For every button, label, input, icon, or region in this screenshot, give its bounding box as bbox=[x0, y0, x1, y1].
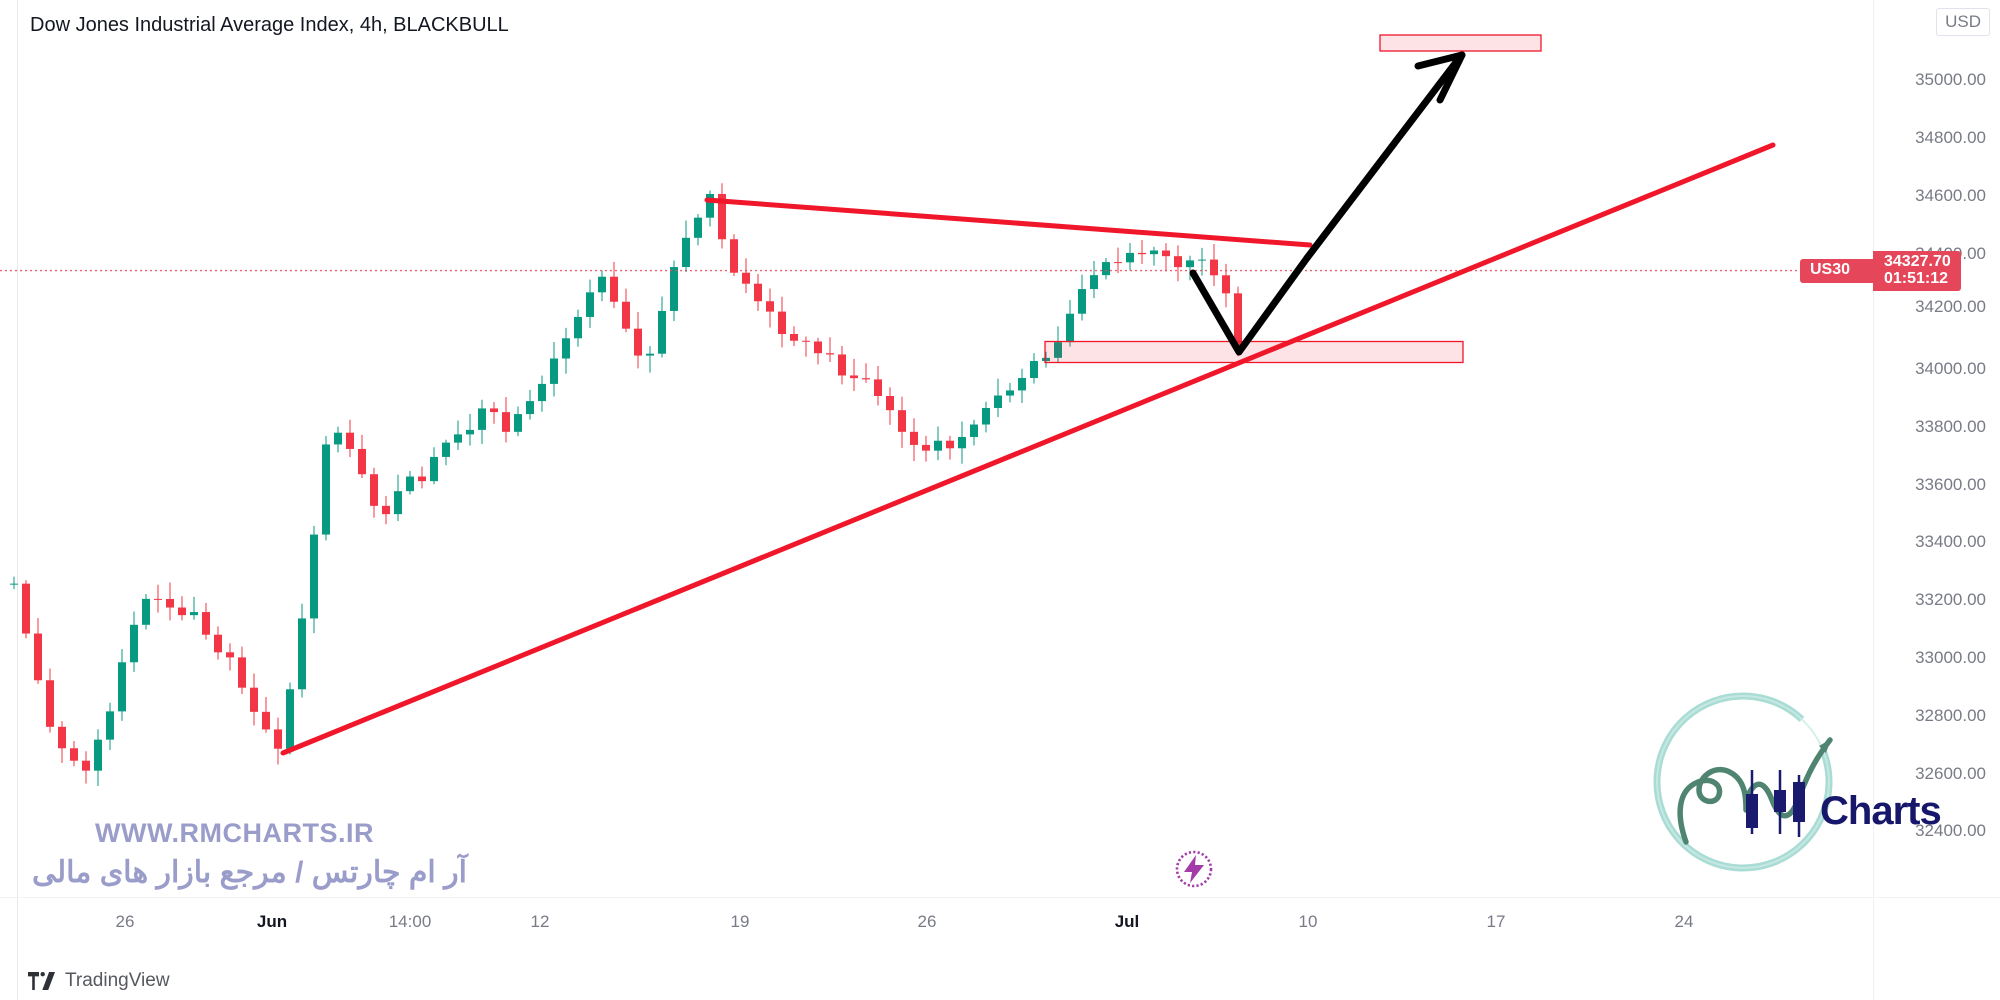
svg-text:Charts: Charts bbox=[1820, 789, 1941, 833]
